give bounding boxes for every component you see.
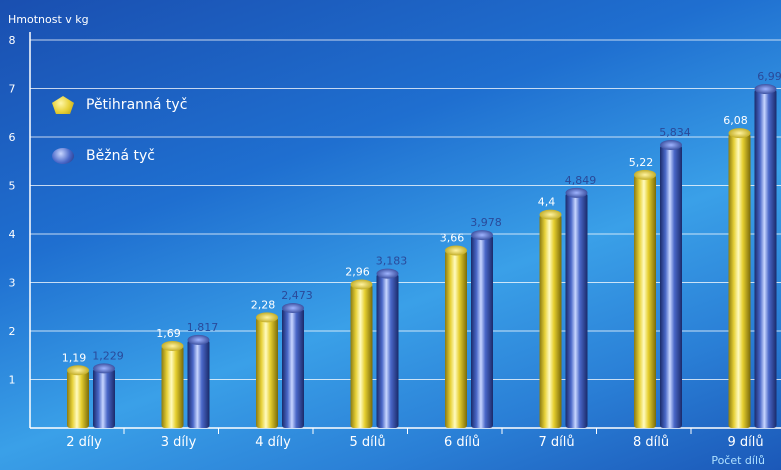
bar-penta (256, 317, 278, 428)
bar-cap-round (187, 334, 210, 345)
bar-cap-round (660, 140, 682, 151)
legend-label-penta: Pětihranná tyč (86, 97, 188, 113)
bar-cap-penta (728, 128, 751, 139)
bar-cap-penta (67, 365, 89, 376)
y-tick-label: 4 (9, 228, 16, 241)
bar-cap-round (376, 268, 399, 279)
data-label-round: 4,849 (565, 174, 597, 187)
bar-penta (350, 284, 373, 428)
bar-round (471, 235, 493, 428)
bar-cap-round (471, 230, 493, 241)
bar-penta (728, 133, 751, 428)
bar-round (93, 368, 115, 428)
data-label-penta: 1,69 (156, 327, 181, 340)
bar-penta (539, 214, 562, 428)
y-tick-label: 7 (9, 83, 16, 96)
data-label-penta: 4,4 (538, 196, 556, 209)
data-label-round: 1,817 (187, 321, 219, 334)
bar-round (187, 339, 210, 428)
y-tick-label: 2 (9, 325, 16, 338)
data-label-round: 5,834 (659, 126, 691, 139)
bar-round (376, 273, 399, 428)
bar-cap-penta (350, 279, 373, 290)
data-label-round: 3,978 (470, 216, 502, 229)
y-tick-label: 3 (9, 277, 16, 290)
bar-penta (67, 370, 89, 428)
bar-cap-penta (256, 312, 278, 323)
data-label-penta: 1,19 (62, 351, 87, 364)
data-label-penta: 3,66 (440, 231, 465, 244)
bar-penta (634, 174, 656, 428)
data-label-round: 6,99 (757, 70, 781, 83)
x-tick-label: 3 díly (161, 435, 197, 450)
y-axis-title: Hmotnost v kg (8, 13, 89, 26)
bar-cap-penta (539, 209, 562, 220)
x-tick-label: 4 díly (255, 435, 291, 450)
y-tick-label: 5 (9, 180, 16, 193)
data-label-penta: 5,22 (629, 156, 654, 169)
x-axis-title: Počet dílů (711, 454, 765, 467)
y-tick-label: 1 (9, 374, 16, 387)
bar-cap-round (565, 187, 588, 198)
bar-round (565, 192, 588, 428)
x-tick-label: 8 dílů (633, 435, 669, 450)
bar-round (660, 145, 682, 428)
legend-item-round: Běžná tyč (52, 148, 155, 164)
legend-label-round: Běžná tyč (86, 148, 155, 164)
x-tick-label: 6 dílů (444, 435, 480, 450)
bar-round (282, 308, 304, 428)
data-label-penta: 6,08 (723, 114, 748, 127)
x-tick-label: 5 dílů (349, 435, 385, 450)
data-label-penta: 2,96 (345, 265, 370, 278)
pentagon-swatch-icon (52, 96, 74, 114)
data-label-round: 1,229 (92, 349, 124, 362)
bar-cap-round (754, 83, 777, 94)
legend-item-penta: Pětihranná tyč (52, 96, 187, 114)
bar-cap-round (282, 303, 304, 314)
bar-cap-round (93, 363, 115, 374)
data-label-round: 3,183 (376, 255, 408, 268)
bar-round (754, 88, 777, 429)
bar-penta (445, 250, 467, 428)
bar-cap-penta (634, 169, 656, 180)
x-tick-label: 7 dílů (538, 435, 574, 450)
bar-penta (161, 346, 184, 428)
x-tick-label: 2 díly (66, 435, 102, 450)
x-tick-label: 9 dílů (727, 435, 763, 450)
y-tick-label: 8 (9, 34, 16, 47)
bar-cap-penta (445, 245, 467, 256)
data-label-penta: 2,28 (251, 298, 276, 311)
bar-cap-penta (161, 341, 184, 352)
y-tick-label: 6 (9, 131, 16, 144)
data-label-round: 2,473 (281, 289, 313, 302)
cylinder-swatch-icon (52, 148, 74, 164)
